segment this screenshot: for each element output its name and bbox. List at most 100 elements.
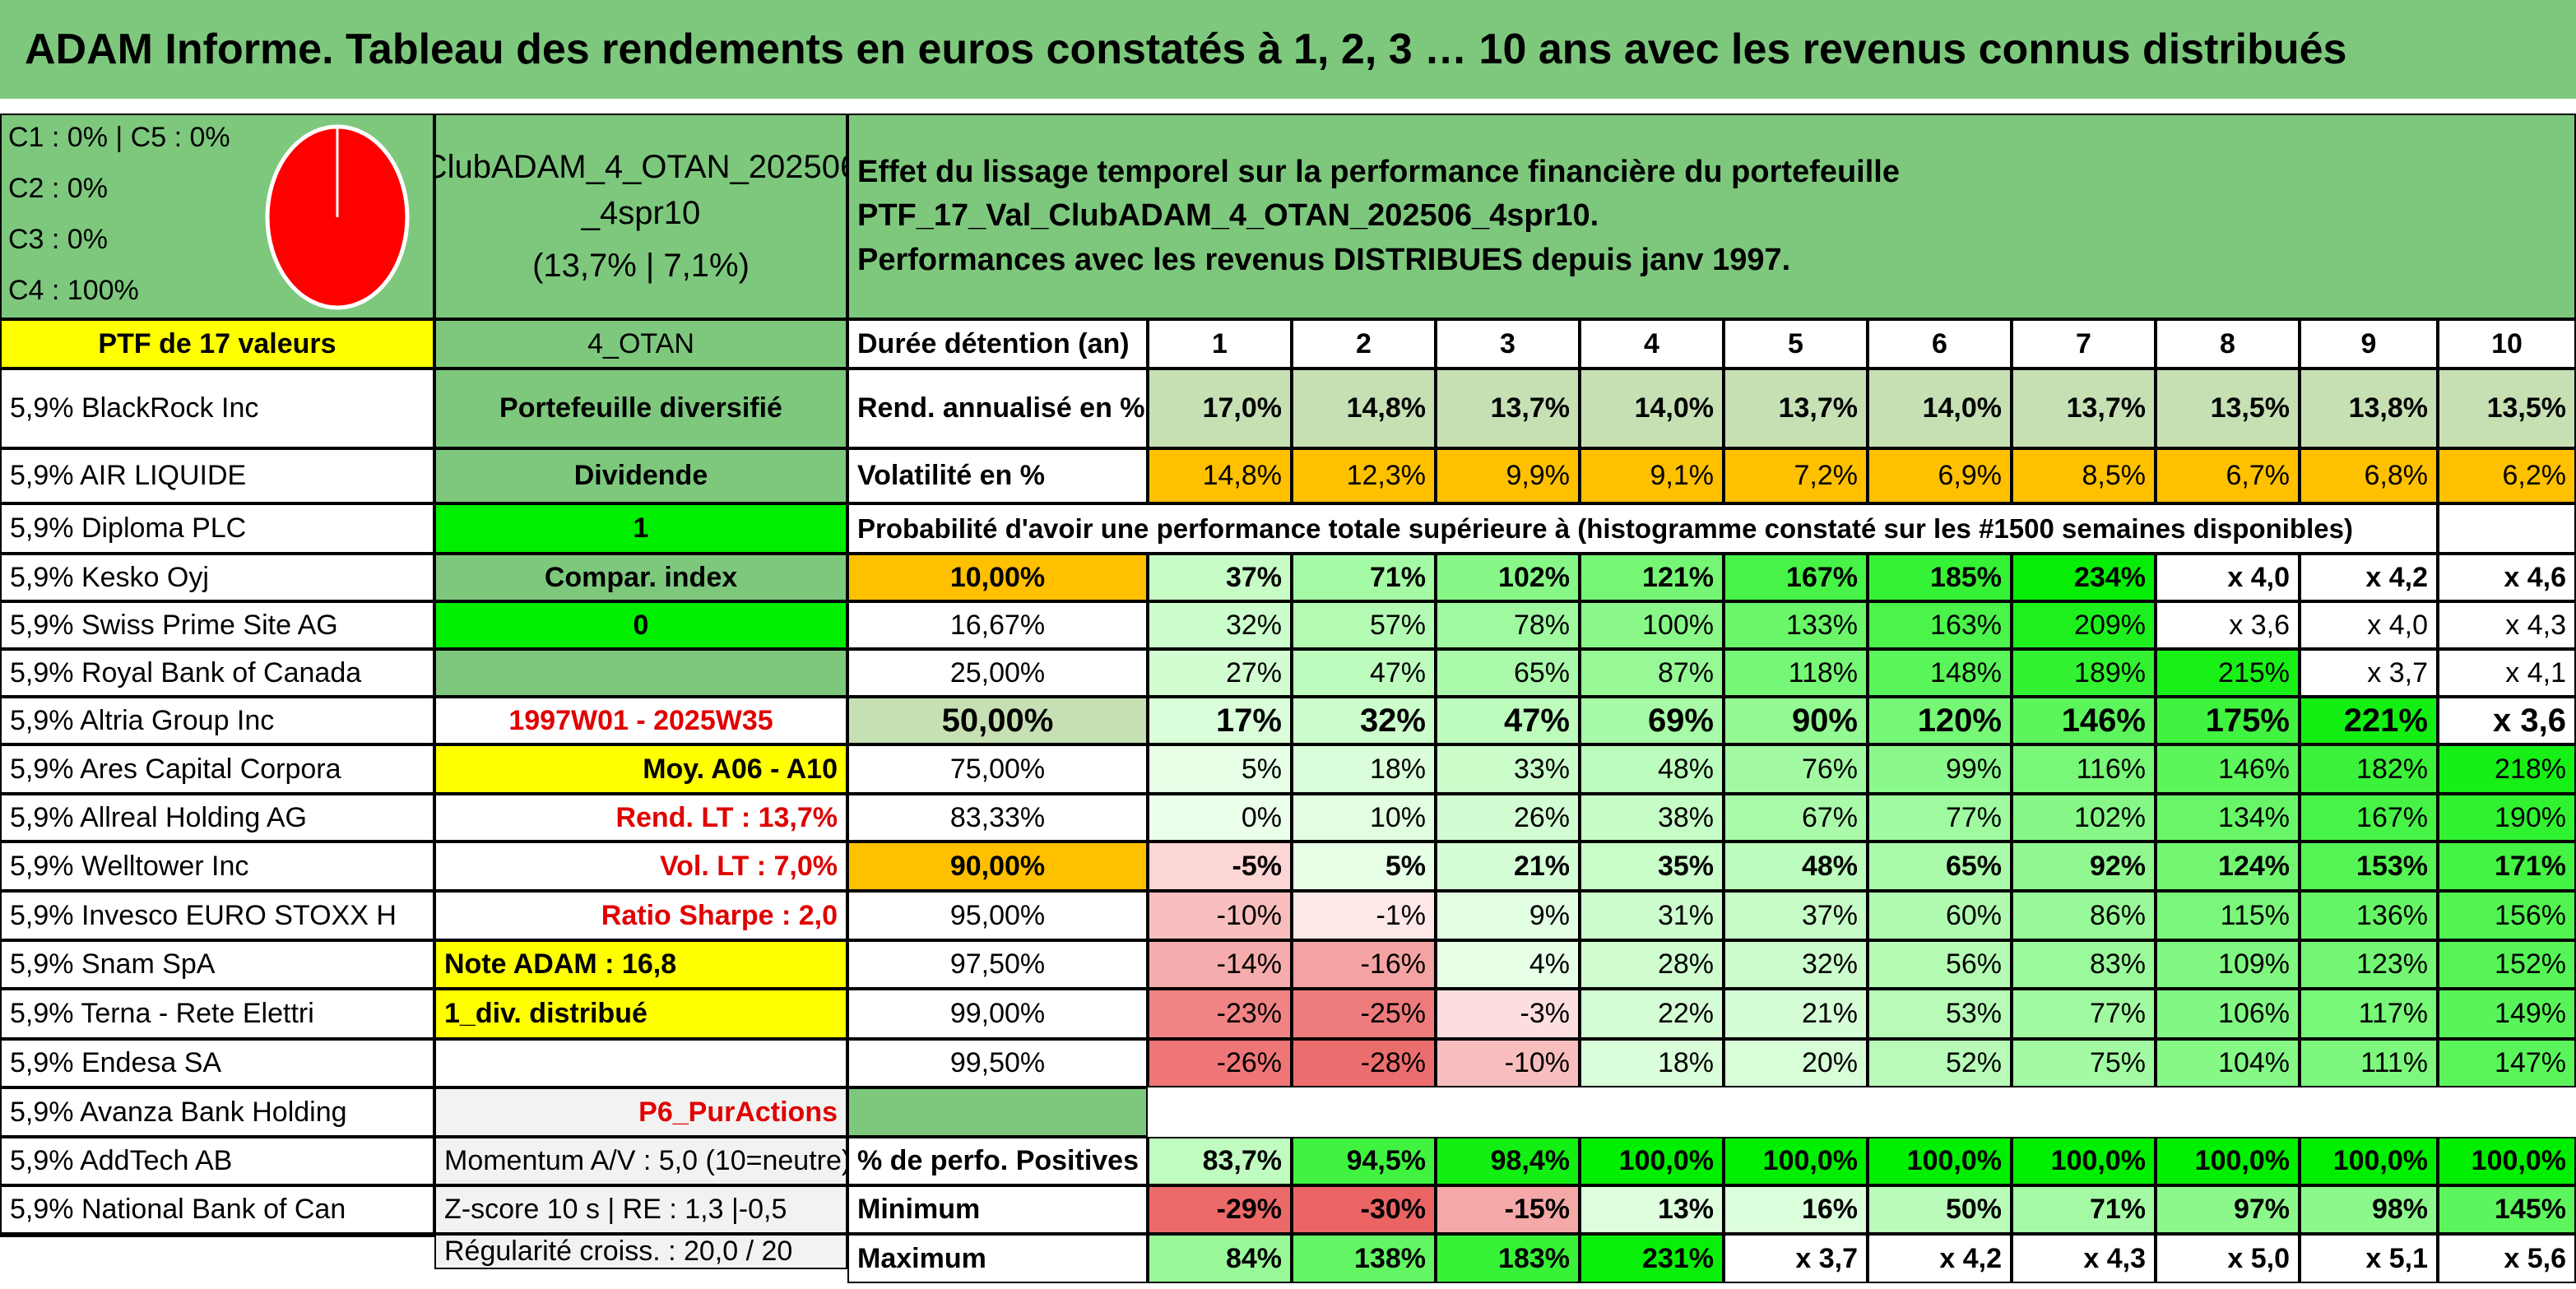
portfolio-perf: (13,7% | 7,1%): [532, 248, 750, 284]
probability-value: 152%: [2438, 940, 2576, 989]
holding-row: 5,9% Royal Bank of Canada: [0, 649, 434, 697]
holding-row: 5,9% Kesko Oyj: [0, 554, 434, 601]
probability-value: 102%: [1436, 554, 1580, 601]
holding-row: 5,9% Swiss Prime Site AG: [0, 601, 434, 649]
maximum-value: 84%: [1148, 1234, 1292, 1283]
probability-value: x 4,1: [2438, 649, 2576, 697]
holding-row: 5,9% Ares Capital Corpora: [0, 744, 434, 794]
year-header: 3: [1436, 319, 1580, 369]
probability-value: 48%: [1580, 744, 1724, 794]
info-cell: [434, 1039, 847, 1087]
probability-value: 21%: [1724, 989, 1868, 1039]
rend-value: 13,7%: [1724, 369, 1868, 448]
probability-value: 47%: [1436, 697, 1580, 744]
probability-value: 77%: [2012, 989, 2156, 1039]
holding-row: 5,9% Welltower Inc: [0, 842, 434, 891]
probability-value: 33%: [1436, 744, 1580, 794]
probability-level: 75,00%: [847, 744, 1148, 794]
info-cell: [434, 649, 847, 697]
portfolio-name-line2: _4spr10: [581, 195, 701, 231]
minimum-value: -29%: [1148, 1185, 1292, 1234]
info-cell: Momentum A/V : 5,0 (10=neutre): [434, 1137, 847, 1185]
rend-value: 14,8%: [1292, 369, 1436, 448]
info-cell: Note ADAM : 16,8: [434, 940, 847, 989]
description-line1: Effet du lissage temporel sur la perform…: [857, 155, 1900, 234]
probability-value: x 3,6: [2156, 601, 2300, 649]
info-cell: Rend. LT : 13,7%: [434, 794, 847, 842]
probability-value: 153%: [2300, 842, 2438, 891]
probability-value: 20%: [1724, 1039, 1868, 1087]
positives-value: 100,0%: [2156, 1137, 2300, 1185]
probability-value: 21%: [1436, 842, 1580, 891]
probability-value: 100%: [1580, 601, 1724, 649]
rend-value: 13,7%: [2012, 369, 2156, 448]
year-header: 9: [2300, 319, 2438, 369]
probability-value: 90%: [1724, 697, 1868, 744]
vol-value: 6,9%: [1868, 448, 2012, 503]
probability-value: 38%: [1580, 794, 1724, 842]
composition-c4: C4 : 100%: [8, 275, 139, 306]
probability-value: 37%: [1724, 891, 1868, 940]
vol-value: 9,9%: [1436, 448, 1580, 503]
probability-value: x 4,2: [2300, 554, 2438, 601]
probability-value: -26%: [1148, 1039, 1292, 1087]
probability-value: 148%: [1868, 649, 2012, 697]
probability-value: x 4,6: [2438, 554, 2576, 601]
probability-value: 121%: [1580, 554, 1724, 601]
probability-value: 57%: [1292, 601, 1436, 649]
probability-value: 87%: [1580, 649, 1724, 697]
probability-level: 83,33%: [847, 794, 1148, 842]
holding-row: 5,9% AIR LIQUIDE: [0, 448, 434, 503]
info-cell: 0: [434, 601, 847, 649]
info-cell: Vol. LT : 7,0%: [434, 842, 847, 891]
probability-value: 26%: [1436, 794, 1580, 842]
probability-value: 111%: [2300, 1039, 2438, 1087]
probability-value: 48%: [1724, 842, 1868, 891]
minimum-value: 71%: [2012, 1185, 2156, 1234]
holding-row: 5,9% National Bank of Can: [0, 1185, 434, 1234]
probability-value: 116%: [2012, 744, 2156, 794]
probability-header: Probabilité d'avoir une performance tota…: [847, 503, 2438, 554]
probability-value: 10%: [1292, 794, 1436, 842]
description-line2: Performances avec les revenus DISTRIBUES…: [857, 242, 1791, 277]
probability-value: -23%: [1148, 989, 1292, 1039]
rend-value: 13,5%: [2438, 369, 2576, 448]
vol-value: 9,1%: [1580, 448, 1724, 503]
probability-value: 92%: [2012, 842, 2156, 891]
year-header: 2: [1292, 319, 1436, 369]
probability-value: 156%: [2438, 891, 2576, 940]
holding-row: 5,9% BlackRock Inc: [0, 369, 434, 448]
positives-value: 100,0%: [2012, 1137, 2156, 1185]
probability-value: 109%: [2156, 940, 2300, 989]
maximum-value: x 3,7: [1724, 1234, 1868, 1283]
minimum-value: 97%: [2156, 1185, 2300, 1234]
maximum-label: Maximum: [847, 1234, 1148, 1283]
composition-pie-chart: [265, 124, 410, 310]
portfolio-name-line1: ClubADAM_4_OTAN_202506: [434, 149, 847, 185]
probability-value: 5%: [1148, 744, 1292, 794]
probability-value: 65%: [1436, 649, 1580, 697]
probability-value: 163%: [1868, 601, 2012, 649]
info-cell: Régularité croiss. : 20,0 / 20: [434, 1234, 847, 1269]
probability-value: 146%: [2156, 744, 2300, 794]
maximum-value: 231%: [1580, 1234, 1724, 1283]
info-cell: Portefeuille diversifié: [434, 369, 847, 448]
holding-row: [0, 1234, 434, 1237]
probability-value: 32%: [1292, 697, 1436, 744]
probability-value: 71%: [1292, 554, 1436, 601]
positives-value: 94,5%: [1292, 1137, 1436, 1185]
year-header: 8: [2156, 319, 2300, 369]
holding-row: 5,9% Allreal Holding AG: [0, 794, 434, 842]
probability-value: 171%: [2438, 842, 2576, 891]
minimum-value: 13%: [1580, 1185, 1724, 1234]
vol-value: 12,3%: [1292, 448, 1436, 503]
probability-value: 17%: [1148, 697, 1292, 744]
holdings-header: PTF de 17 valeurs: [0, 319, 434, 369]
probability-value: 120%: [1868, 697, 2012, 744]
probability-value: 60%: [1868, 891, 2012, 940]
probability-value: 52%: [1868, 1039, 2012, 1087]
probability-value: 35%: [1580, 842, 1724, 891]
probability-value: 27%: [1148, 649, 1292, 697]
probability-value: 76%: [1724, 744, 1868, 794]
probability-value: 83%: [2012, 940, 2156, 989]
